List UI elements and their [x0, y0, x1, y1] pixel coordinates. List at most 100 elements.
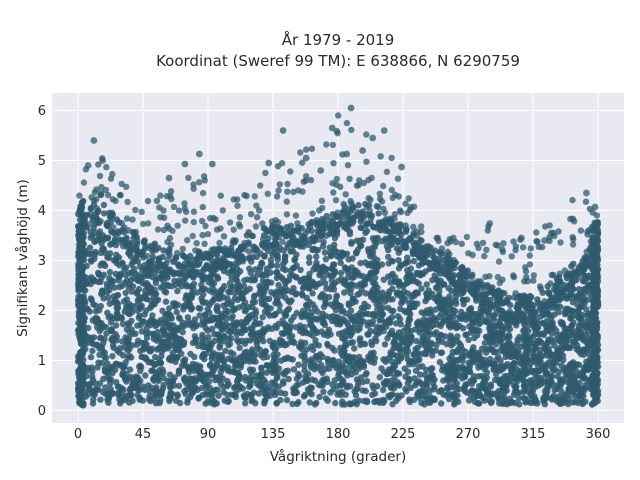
data-point [146, 285, 154, 292]
data-point [330, 189, 337, 196]
data-point [154, 226, 162, 233]
data-point [251, 193, 258, 200]
data-point [385, 217, 392, 225]
data-point [527, 399, 534, 407]
data-point [490, 302, 498, 309]
data-point [413, 228, 421, 235]
data-point [170, 257, 177, 264]
data-point [535, 377, 542, 384]
data-point [496, 297, 503, 304]
data-point [309, 290, 316, 297]
data-point [463, 389, 471, 396]
data-point [341, 348, 348, 355]
data-point [206, 287, 213, 294]
data-point [191, 256, 198, 263]
data-point [351, 273, 358, 280]
data-point [289, 400, 296, 408]
data-point [255, 207, 263, 214]
data-point [301, 362, 308, 369]
data-point [107, 319, 115, 326]
data-point [313, 399, 320, 407]
data-point [309, 346, 317, 354]
data-point [160, 247, 167, 254]
data-point [516, 333, 523, 341]
data-point [310, 237, 317, 245]
data-point [479, 239, 487, 247]
data-point [295, 399, 302, 406]
data-point [556, 282, 563, 290]
data-point [407, 328, 415, 335]
data-point [393, 230, 400, 237]
data-point [203, 263, 210, 271]
data-point [101, 210, 108, 217]
data-point [107, 175, 115, 182]
data-point [179, 329, 186, 336]
data-point [212, 315, 220, 323]
data-point [306, 259, 313, 266]
data-point [99, 289, 106, 297]
data-point [207, 215, 214, 222]
data-point [98, 183, 105, 191]
data-point [265, 235, 272, 242]
data-point [182, 217, 189, 224]
data-point [346, 230, 354, 238]
data-point [452, 300, 460, 307]
data-point [185, 174, 192, 182]
data-point [258, 369, 265, 376]
data-point [235, 281, 242, 288]
data-point [570, 260, 577, 267]
data-point [191, 316, 199, 323]
data-point [381, 227, 389, 234]
data-point [499, 328, 506, 335]
data-point [381, 298, 389, 305]
data-point [381, 341, 389, 348]
data-point [412, 367, 420, 374]
data-point [230, 237, 237, 244]
data-point [567, 344, 574, 351]
data-point [246, 358, 253, 365]
data-point [569, 271, 577, 278]
data-point [376, 317, 383, 324]
data-point [129, 216, 136, 223]
data-point [102, 324, 110, 331]
data-point [87, 256, 95, 264]
data-point [95, 359, 102, 366]
data-point [88, 296, 95, 304]
data-point [242, 394, 249, 401]
data-point [385, 253, 392, 261]
data-point [257, 380, 264, 388]
data-point [213, 226, 221, 233]
data-point [342, 191, 349, 198]
data-point [369, 286, 377, 294]
data-point [523, 332, 530, 339]
data-point [236, 344, 243, 352]
data-point [522, 395, 529, 402]
data-point [542, 223, 549, 230]
data-point [329, 218, 337, 225]
data-point [420, 259, 427, 266]
data-point [344, 162, 352, 169]
data-point [127, 392, 134, 399]
data-point [533, 337, 541, 345]
data-point [129, 330, 136, 337]
data-point [166, 371, 174, 378]
data-point [391, 332, 398, 339]
data-point [418, 285, 425, 292]
data-point [324, 340, 331, 348]
data-point [199, 376, 206, 384]
data-point [541, 393, 548, 400]
data-point [417, 270, 424, 277]
data-point [125, 310, 132, 317]
data-point [144, 197, 152, 205]
data-point [129, 397, 136, 404]
data-point [95, 271, 103, 278]
data-point [485, 312, 492, 319]
data-point [142, 354, 149, 361]
data-point [551, 311, 558, 318]
data-point [272, 322, 279, 330]
data-point [570, 387, 578, 395]
data-point [396, 207, 404, 214]
data-point [143, 334, 151, 341]
data-point [248, 348, 255, 356]
data-point [335, 330, 343, 337]
